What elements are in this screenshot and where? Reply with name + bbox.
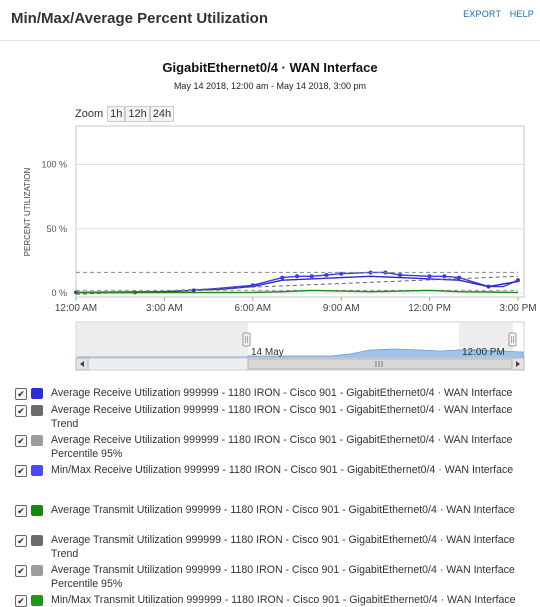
legend-label: Average Transmit Utilization 999999 - 11…: [51, 504, 515, 516]
navigator: 14 May 12:00 PM: [75, 321, 525, 359]
legend-label: Average Receive Utilization 999999 - 118…: [51, 404, 513, 430]
navigator-scrollbar[interactable]: [75, 357, 525, 371]
zoom-24h-button[interactable]: 24h: [149, 106, 175, 122]
series-line: [75, 275, 519, 295]
plot-area: [75, 125, 525, 298]
legend-swatch: [31, 465, 43, 476]
legend-swatch: [31, 405, 43, 416]
data-point: [295, 274, 299, 279]
chart-title: GigabitEthernet0/4 · WAN Interface: [162, 60, 378, 75]
utilization-chart: PERCENT UTILIZATION 0 % 50 % 100 % 12:00 A…: [23, 125, 537, 371]
data-point: [309, 274, 314, 279]
legend-checkbox[interactable]: ✔: [15, 405, 27, 417]
legend-swatch: [31, 435, 43, 446]
arrow-right-icon: [516, 361, 520, 367]
zoom-12h-button[interactable]: 12h: [125, 106, 150, 122]
scrollbar-thumb[interactable]: [247, 358, 513, 370]
legend-swatch: [31, 535, 43, 546]
legend-swatch: [31, 565, 43, 576]
legend-checkbox[interactable]: ✔: [15, 595, 27, 607]
legend-checkbox[interactable]: ✔: [15, 435, 27, 447]
legend-label: Average Transmit Utilization 999999 - 11…: [51, 534, 515, 560]
x-tick-label: 9:00 AM: [323, 303, 360, 314]
legend-checkbox[interactable]: ✔: [15, 535, 27, 547]
zoom-control: Zoom 1h 12h 24h: [75, 106, 175, 122]
legend-label: Average Transmit Utilization 999999 - 11…: [51, 564, 515, 590]
legend-swatch: [31, 388, 43, 399]
x-tick-label: 12:00 PM: [408, 303, 451, 314]
x-tick-label: 12:00 AM: [55, 303, 97, 314]
data-point: [427, 274, 432, 279]
data-point: [398, 273, 403, 278]
export-link[interactable]: EXPORT: [463, 9, 501, 19]
header-links: EXPORT HELP: [457, 9, 534, 19]
legend-checkbox[interactable]: ✔: [15, 465, 27, 477]
data-point: [324, 273, 329, 278]
x-tick-label: 3:00 AM: [146, 303, 183, 314]
chart-subtitle: May 14 2018, 12:00 am - May 14 2018, 3:0…: [173, 81, 367, 91]
x-tick-label: 3:00 PM: [499, 303, 536, 314]
legend-checkbox[interactable]: ✔: [15, 388, 27, 400]
data-point: [457, 275, 462, 280]
zoom-label: Zoom: [75, 108, 104, 120]
legend-label: Average Receive Utilization 999999 - 118…: [51, 387, 513, 399]
widget-header: Min/Max/Average Percent Utilization EXPO…: [0, 0, 540, 41]
navigator-label-right: 12:00 PM: [462, 347, 505, 358]
navigator-handle-right[interactable]: [508, 332, 517, 347]
legend-checkbox[interactable]: ✔: [15, 505, 27, 517]
series-line: [75, 275, 519, 294]
widget-title: Min/Max/Average Percent Utilization: [11, 10, 269, 27]
zoom-1h-button[interactable]: 1h: [107, 106, 126, 122]
x-tick-labels: 12:00 AM 3:00 AM 6:00 AM 9:00 AM 12:00 PM 3:0…: [55, 297, 537, 314]
y-tick-label: 0 %: [51, 288, 67, 298]
legend-swatch: [31, 505, 43, 516]
legend-label: Average Receive Utilization 999999 - 118…: [51, 434, 513, 460]
series-line: [75, 289, 519, 294]
legend-label: Min/Max Transmit Utilization 999999 - 11…: [51, 594, 516, 606]
help-link[interactable]: HELP: [509, 9, 534, 19]
navigator-mask-left: [76, 322, 248, 358]
navigator-area: [77, 348, 524, 359]
legend-swatch: [31, 595, 43, 606]
legend-label: Min/Max Receive Utilization 999999 - 118…: [51, 464, 514, 476]
data-point: [280, 275, 285, 280]
arrow-left-icon: [80, 361, 84, 367]
y-tick-label: 50 %: [46, 224, 67, 234]
series-group: [74, 270, 520, 295]
y-axis-label: PERCENT UTILIZATION: [23, 167, 32, 256]
data-point: [442, 274, 447, 279]
navigator-label-left: 14 May: [251, 347, 284, 358]
legend-checkbox[interactable]: ✔: [15, 565, 27, 577]
navigator-handle-left[interactable]: [242, 332, 251, 347]
x-tick-label: 6:00 AM: [234, 303, 271, 314]
y-tick-label: 100 %: [41, 160, 67, 170]
y-tick-labels: 0 % 50 % 100 %: [41, 160, 67, 298]
